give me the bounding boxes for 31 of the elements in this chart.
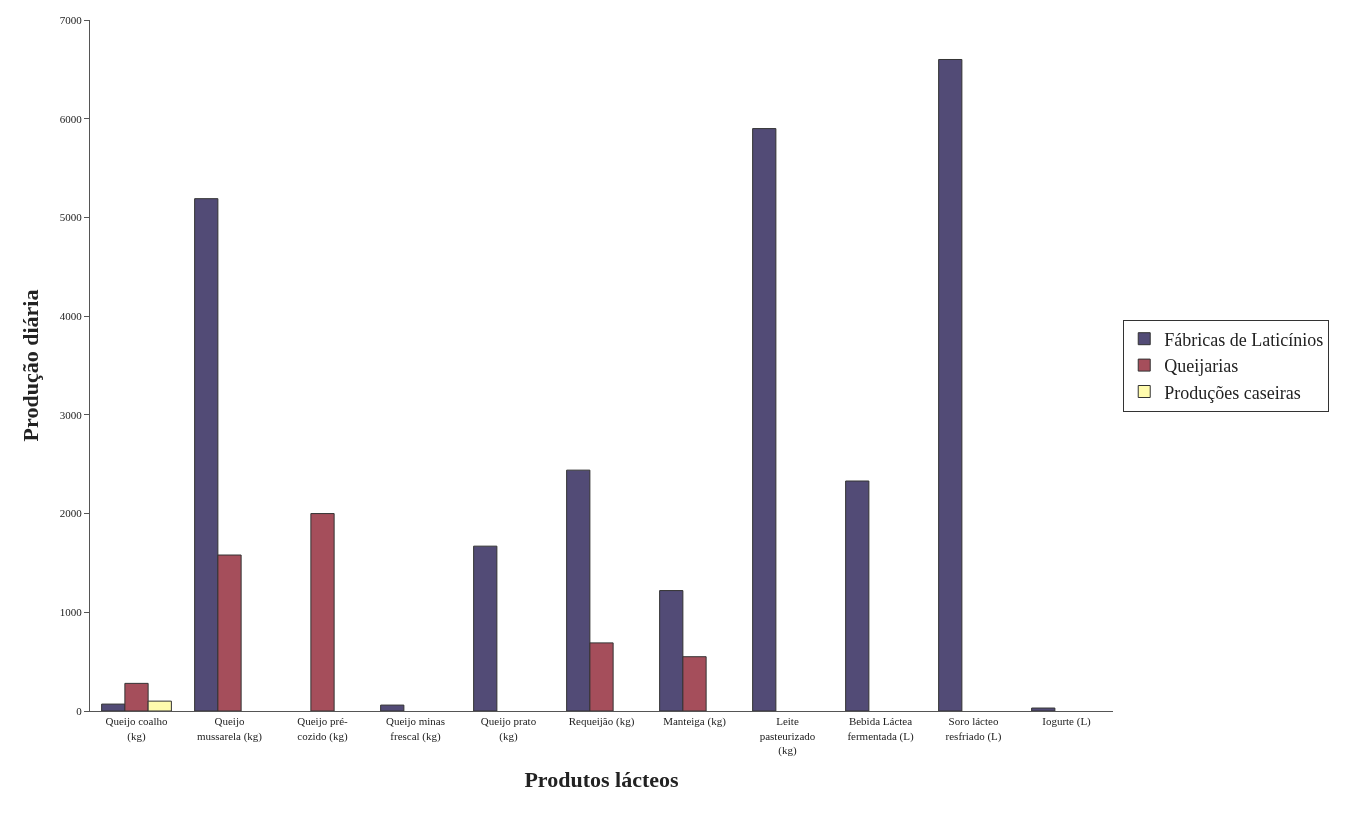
x-tick-label: Queijo minas frescal (kg) [386,715,445,743]
bar [752,128,777,711]
y-tick-label: 4000 [59,309,83,322]
x-tick-label: Requeijão (kg) [568,715,635,729]
y-tick-label: 6000 [59,112,83,125]
x-tick-label: Soro lácteo resfriado (L) [945,715,1002,743]
legend-label: Fábricas de Laticínios [1164,329,1324,350]
legend-label: Queijarias [1164,356,1239,377]
x-tick-label: Bebida Láctea fermentada (L) [847,715,914,743]
bar [310,513,335,711]
y-tick-label: 3000 [59,408,83,421]
y-tick-label: 7000 [59,13,83,26]
bar [845,480,870,711]
x-tick-label: Queijo prato (kg) [480,715,537,743]
y-tick-label: 0 [76,704,83,717]
y-axis-title: Produção diária [17,289,43,442]
x-axis-title: Produtos lácteos [524,766,680,792]
y-tick-label: 5000 [59,211,83,224]
x-tick-label: Queijo mussarela (kg) [196,715,263,743]
bar [473,545,498,711]
x-tick-label: Iogurte (L) [1042,715,1092,729]
y-tick-label: 2000 [59,507,83,520]
x-tick-label: Queijo pré- cozido (kg) [297,715,349,743]
x-tick-label: Manteiga (kg) [663,715,727,729]
x-tick-label: Queijo coalho (kg) [105,715,168,743]
y-tick-label: 1000 [59,606,83,619]
x-tick-label: Leite pasteurizado (kg) [759,715,816,757]
bar [380,704,405,711]
legend-label: Produções caseiras [1164,382,1301,403]
bar [1031,707,1056,711]
bar [938,58,963,711]
